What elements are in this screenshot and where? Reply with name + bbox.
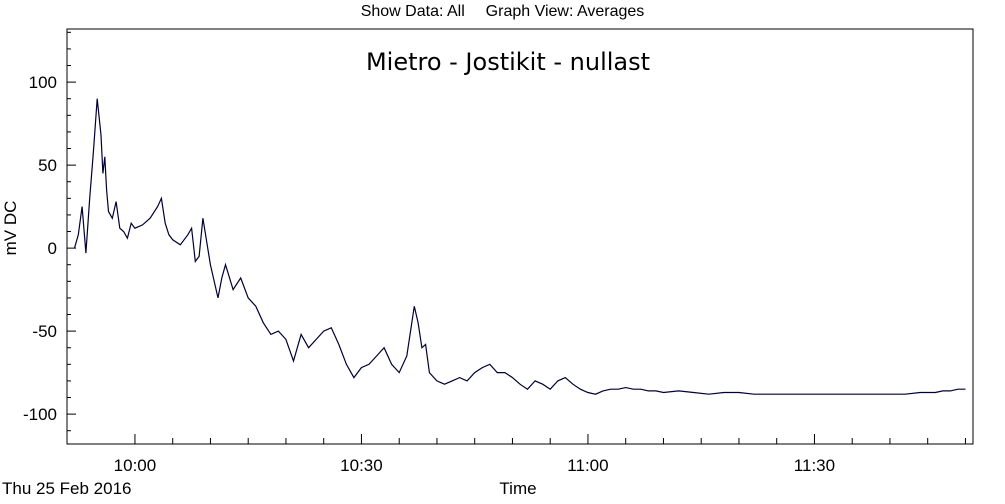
y-tick-label: 0 [48, 239, 57, 258]
y-tick-label: 100 [29, 73, 57, 92]
x-axis-label: Time [499, 479, 536, 498]
y-tick-label: -50 [32, 322, 57, 341]
header-bar: Show Data: All Graph View: Averages [0, 0, 1005, 24]
x-tick-label: 10:30 [340, 456, 383, 475]
x-tick-label: 11:30 [794, 456, 835, 475]
y-axis-label: mV DC [1, 201, 20, 256]
plot-area [66, 28, 974, 445]
x-tick-label: 10:00 [114, 456, 157, 475]
y-tick-label: -100 [23, 405, 57, 424]
chart-title: Mietro - Jostikit - nullast [366, 48, 650, 76]
x-tick-label: 11:00 [567, 456, 608, 475]
series-layer [73, 98, 966, 395]
date-label: Thu 25 Feb 2016 [2, 479, 131, 498]
x-axis-ticks: 10:00 10:30 11:00 11:30 [114, 434, 966, 475]
series-line [73, 98, 966, 395]
show-data-label: Show Data: All [360, 3, 465, 20]
y-axis-ticks: 100 50 0 -50 -100 [23, 31, 76, 432]
graph-view-label: Graph View: Averages [485, 3, 645, 20]
y-tick-label: 50 [38, 156, 57, 175]
